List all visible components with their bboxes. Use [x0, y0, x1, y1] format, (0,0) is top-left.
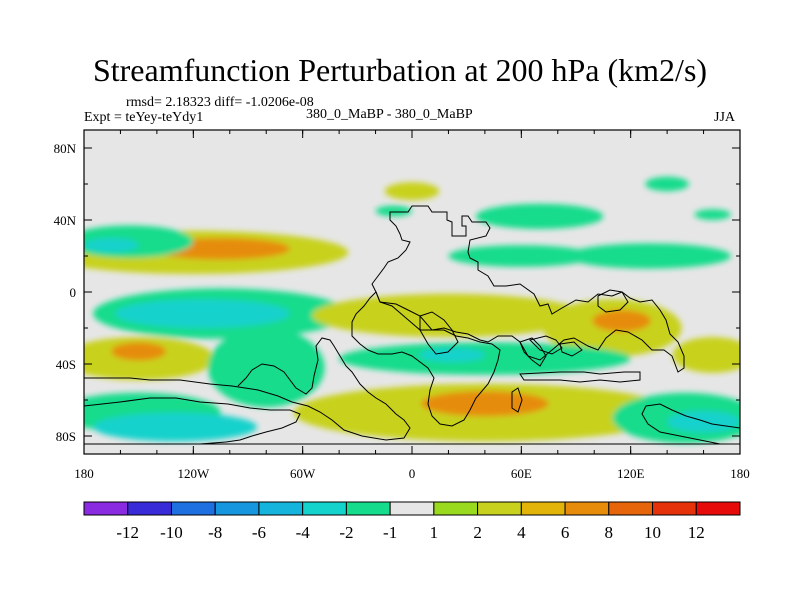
colorbar-label: -10 [160, 523, 183, 542]
colorbar-swatch-6 [345, 501, 391, 516]
colorbar: -12 -10 -8 -6 -4 -2 -1 1 2 4 6 8 10 12 [83, 501, 741, 542]
y-tick-label: 40N [54, 213, 77, 228]
field-region-26 [384, 182, 440, 201]
x-tick-label: 0 [409, 466, 416, 481]
colorbar-swatch-4 [258, 501, 304, 516]
colorbar-swatch-9 [477, 501, 522, 516]
colorbar-label: -8 [208, 523, 222, 542]
field-region-25 [694, 209, 731, 221]
colorbar-swatch-11 [564, 501, 610, 516]
colorbar-swatch-13 [652, 501, 697, 516]
colorbar-label: 4 [517, 523, 526, 542]
coastline-africa [351, 291, 501, 427]
colorbar-label: 12 [688, 523, 705, 542]
colorbar-swatch-1 [127, 501, 172, 516]
field-region-3 [84, 238, 139, 253]
colorbar-swatch-10 [520, 501, 566, 516]
colorbar-swatch-12 [608, 501, 654, 516]
contour-field [84, 176, 740, 444]
y-tick-label: 80N [54, 141, 77, 156]
colorbar-label: 1 [430, 523, 439, 542]
field-region-24 [645, 176, 689, 192]
field-region-13 [592, 310, 651, 332]
experiment-label: Expt = teYey-teYdy1 [84, 110, 204, 125]
colorbar-label: 6 [561, 523, 570, 542]
rmsd-label: rmsd= 2.18323 diff= -1.0206e-08 [126, 95, 314, 110]
colorbar-swatch-8 [433, 501, 479, 516]
coastline-madagascar [511, 387, 523, 413]
coastline-australia [641, 403, 740, 445]
field-region-27 [375, 205, 412, 217]
y-tick-label: 80S [56, 429, 76, 444]
colorbar-label: 2 [473, 523, 482, 542]
field-region-18 [421, 391, 549, 417]
season-label: JJA [714, 110, 736, 125]
colorbar-swatch-5 [302, 501, 347, 516]
colorbar-label: 8 [605, 523, 614, 542]
field-region-11 [311, 293, 586, 337]
y-tick-label: 0 [70, 285, 77, 300]
colorbar-swatch-3 [214, 501, 260, 516]
colorbar-swatch-2 [170, 501, 216, 516]
x-tick-label: 180 [74, 466, 94, 481]
field-region-15 [339, 342, 631, 375]
field-region-10 [93, 412, 258, 442]
field-region-21 [448, 245, 595, 267]
colorbar-label: -4 [296, 523, 311, 542]
colorbar-label: -6 [252, 523, 266, 542]
x-tick-label: 120E [617, 466, 645, 481]
colorbar-label: 10 [644, 523, 661, 542]
coastline-eurasia [371, 205, 685, 373]
field-region-7 [111, 342, 166, 361]
colorbar-label: -12 [116, 523, 139, 542]
colorbar-label: -2 [339, 523, 353, 542]
x-tick-label: 60E [511, 466, 532, 481]
field-region-22 [566, 243, 731, 269]
x-tick-label: 180 [730, 466, 750, 481]
coastline-south-asia-islands [529, 335, 583, 357]
coastline-new-guinea [597, 289, 629, 313]
field-region-23 [475, 203, 604, 229]
y-tick-label: 40S [56, 357, 76, 372]
field-region-14 [672, 337, 740, 373]
x-tick-label: 120W [177, 466, 210, 481]
coastline-arabia [419, 311, 459, 355]
field-region-16 [419, 347, 485, 363]
colorbar-label: -1 [383, 523, 397, 542]
coastlines [84, 205, 740, 445]
colorbar-swatch-14 [695, 501, 741, 516]
case-label: 380_0_MaBP - 380_0_MaBP [306, 107, 473, 122]
colorbar-swatch-0 [83, 501, 129, 516]
field-region-8 [207, 328, 325, 408]
chart-title: Streamfunction Perturbation at 200 hPa (… [92, 52, 708, 88]
axis-ticks: 180 120W 60W 0 60E 120E 180 80N 40N 0 40S 80S [54, 130, 750, 481]
x-tick-label: 60W [290, 466, 316, 481]
coastline-greenland [519, 371, 641, 383]
field-region-5 [114, 299, 290, 328]
colorbar-swatch-7 [389, 501, 435, 516]
coastline-north-america [84, 337, 411, 441]
